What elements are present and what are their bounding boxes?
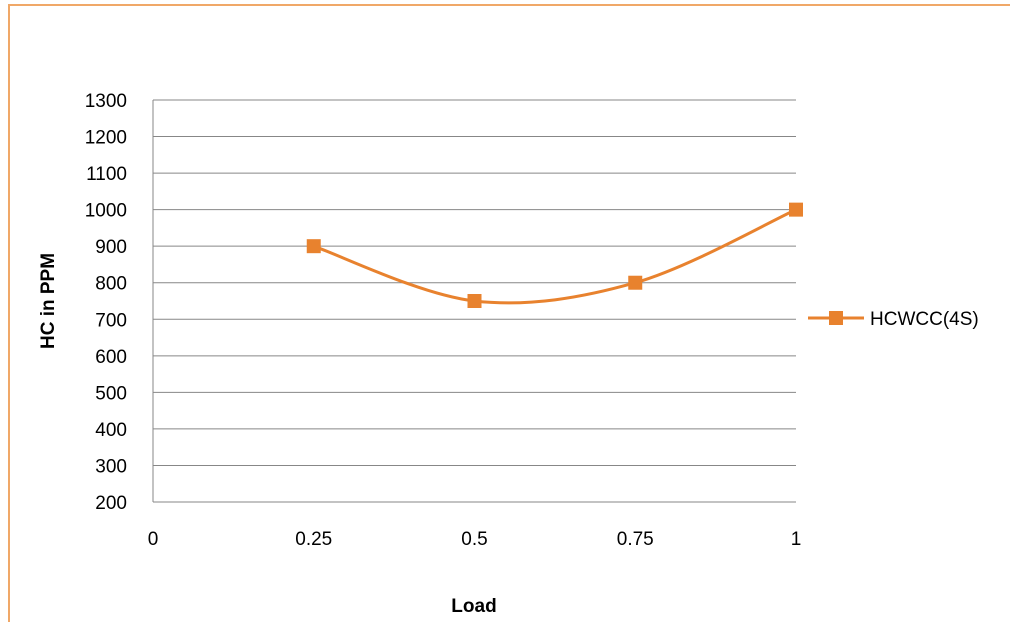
legend-label: HCWCC(4S) xyxy=(870,309,979,330)
gridlines xyxy=(153,99,796,466)
y-tick-label: 1300 xyxy=(85,91,127,112)
y-tick-label: 500 xyxy=(95,383,127,404)
x-tick-labels: 0 0.25 0.5 0.75 1 xyxy=(148,529,802,550)
legend: HCWCC(4S) xyxy=(808,309,979,330)
axes xyxy=(152,100,796,503)
y-tick-label: 1200 xyxy=(85,128,127,149)
y-tick-label: 400 xyxy=(95,420,127,441)
data-point-marker xyxy=(789,202,803,217)
series xyxy=(306,202,803,308)
data-point-marker xyxy=(467,294,482,308)
x-tick-label: 0.5 xyxy=(461,529,487,550)
y-tick-label: 600 xyxy=(95,347,127,368)
data-point-marker xyxy=(628,275,643,290)
legend-marker-swatch xyxy=(829,311,843,325)
x-tick-label: 1 xyxy=(791,529,802,550)
y-tick-label: 900 xyxy=(95,237,127,258)
y-tick-label: 700 xyxy=(95,310,127,331)
y-tick-label: 1100 xyxy=(86,164,127,185)
x-axis-title: Load xyxy=(451,596,496,617)
y-tick-label: 800 xyxy=(95,274,127,295)
x-tick-label: 0 xyxy=(148,529,159,550)
y-axis-title: HC in PPM xyxy=(38,253,59,349)
y-tick-label: 200 xyxy=(95,493,127,514)
x-tick-label: 0.25 xyxy=(295,529,332,550)
x-tick-label: 0.75 xyxy=(617,529,654,550)
data-point-marker xyxy=(306,239,321,254)
series-line xyxy=(313,208,797,305)
y-tick-label: 300 xyxy=(95,456,127,477)
y-tick-label: 1000 xyxy=(85,201,127,222)
y-tick-labels: 200 300 400 500 600 700 800 900 1000 1100 1200 1300 xyxy=(85,91,127,514)
